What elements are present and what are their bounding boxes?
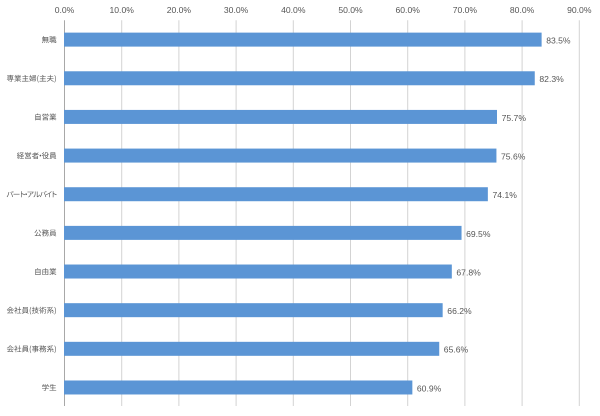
svg-text:82.3%: 82.3% (539, 74, 564, 84)
svg-text:67.8%: 67.8% (456, 267, 481, 277)
svg-text:83.5%: 83.5% (546, 36, 571, 46)
svg-text:60.0%: 60.0% (396, 5, 421, 15)
svg-text:90.0%: 90.0% (567, 5, 592, 15)
svg-text:40.0%: 40.0% (281, 5, 306, 15)
svg-text:60.9%: 60.9% (417, 383, 442, 393)
svg-text:50.0%: 50.0% (338, 5, 363, 15)
svg-text:20.0%: 20.0% (167, 5, 192, 15)
svg-text:75.6%: 75.6% (501, 151, 526, 161)
svg-text:75.7%: 75.7% (502, 113, 527, 123)
svg-text:10.0%: 10.0% (110, 5, 135, 15)
svg-text:65.6%: 65.6% (444, 345, 469, 355)
svg-text:66.2%: 66.2% (447, 306, 472, 316)
svg-text:30.0%: 30.0% (224, 5, 249, 15)
svg-text:74.1%: 74.1% (493, 190, 518, 200)
svg-text:0.0%: 0.0% (55, 5, 75, 15)
svg-text:70.0%: 70.0% (453, 5, 478, 15)
svg-text:80.0%: 80.0% (510, 5, 535, 15)
svg-text:69.5%: 69.5% (466, 229, 491, 239)
